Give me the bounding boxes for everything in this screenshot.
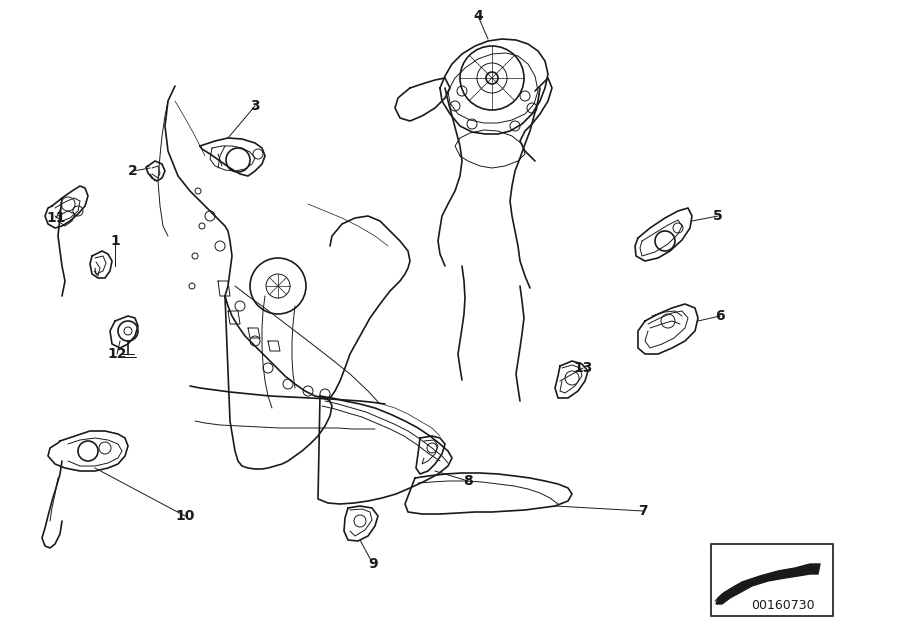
Text: 1: 1 [110, 234, 120, 248]
Text: 4: 4 [473, 9, 483, 23]
Text: 5: 5 [713, 209, 723, 223]
Bar [711, 544, 833, 616]
Text: 8: 8 [464, 474, 472, 488]
Text: 9: 9 [368, 557, 378, 571]
Text: 12: 12 [107, 347, 127, 361]
Text: 6: 6 [716, 309, 724, 323]
Text: 2: 2 [128, 164, 138, 178]
Text: 00160730: 00160730 [752, 599, 814, 612]
Polygon shape [716, 564, 820, 604]
Text: 13: 13 [573, 361, 593, 375]
Text: 7: 7 [638, 504, 648, 518]
Text: 10: 10 [176, 509, 194, 523]
Text: 3: 3 [250, 99, 260, 113]
Text: 11: 11 [46, 211, 66, 225]
